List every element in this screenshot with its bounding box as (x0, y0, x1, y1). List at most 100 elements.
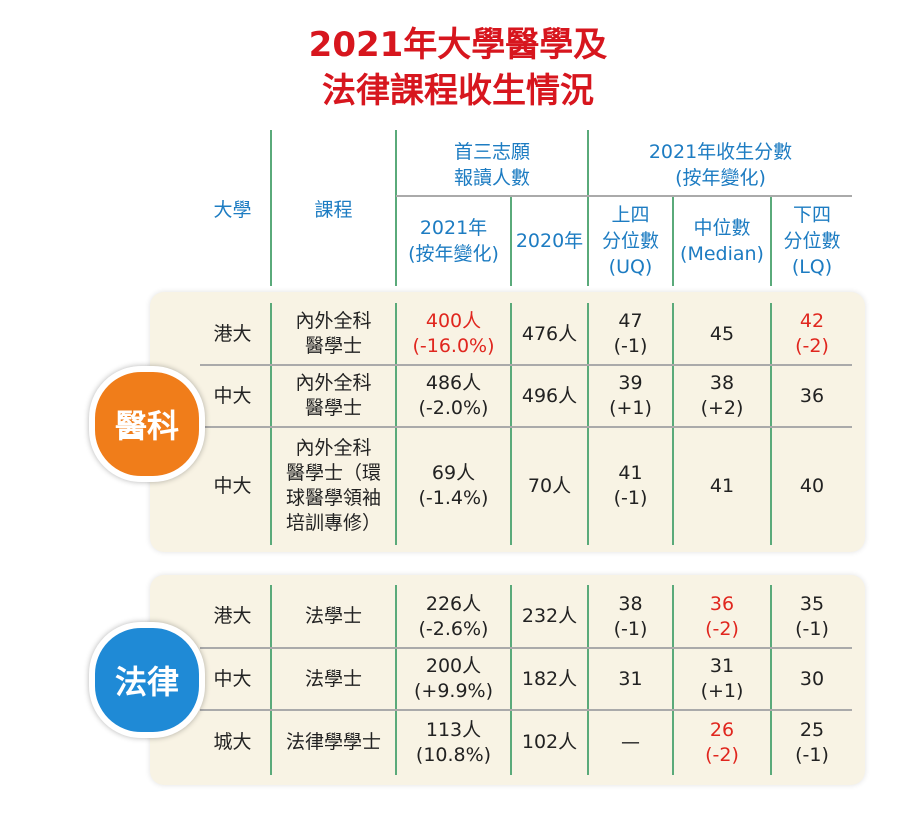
cell: 69人 (-1.4%) (397, 427, 510, 545)
cell-text: 內外全科 (295, 437, 372, 459)
cell-text: 476人 (521, 322, 578, 345)
cell: 38 (+2) (674, 365, 770, 427)
column-divider (672, 197, 674, 286)
cell: 中位數 (Median) (674, 197, 770, 285)
column-divider (587, 130, 589, 286)
column-divider (770, 303, 772, 545)
cell-text: 31 (709, 655, 735, 677)
cell-text: 上四 (611, 204, 650, 226)
cell-text: 2021年 (419, 217, 488, 239)
cell: 大學 (195, 180, 270, 240)
cell: 232人 (512, 585, 587, 648)
cell-text: (Median) (680, 243, 764, 265)
cell-text: 分位數 (601, 230, 659, 252)
cell-text: (-2) (705, 617, 739, 640)
cell-text: 182人 (521, 667, 578, 690)
cell-text: (-1.4%) (418, 487, 489, 509)
cell-text: — (621, 731, 640, 753)
column-divider (510, 585, 512, 775)
cell-text: 200人 (425, 655, 482, 677)
column-divider (510, 303, 512, 545)
cell: 36 (-2) (674, 585, 770, 648)
cell-text: 45 (709, 322, 735, 345)
cell-text: 中位數 (693, 217, 751, 239)
cell-text: 38 (709, 372, 735, 394)
cell-text: 232人 (521, 605, 578, 627)
cell-text: 醫學士 (304, 335, 362, 357)
cell-text: 培訓專修） (285, 512, 381, 534)
cell: 400人 (-16.0%) (397, 303, 510, 365)
cell-text: 41 (709, 474, 735, 497)
column-divider (510, 197, 512, 286)
cell-text: 70人 (527, 474, 572, 497)
cell-text: 醫學士（環 (285, 462, 381, 484)
cell-text: (UQ) (608, 256, 653, 278)
cell: 31 (589, 648, 672, 710)
cell-text: 中大 (213, 667, 252, 690)
cell: 26 (-2) (674, 710, 770, 775)
cell-text: 首三志願 (453, 141, 530, 163)
cell: 首三志願 報讀人數 (397, 135, 587, 195)
cell: 496人 (512, 365, 587, 427)
cell: 45 (674, 303, 770, 365)
cell-text: (-2.0%) (418, 397, 489, 419)
cell: 102人 (512, 710, 587, 775)
cell: 113人 (10.8%) (397, 710, 510, 775)
cell: 38 (-1) (589, 585, 672, 648)
column-divider (672, 303, 674, 545)
row-divider (200, 426, 852, 428)
cell: 下四分位數 (LQ) (772, 197, 852, 285)
cell: 中大 (195, 365, 270, 427)
cell: 476人 (512, 303, 587, 365)
cell-text: 醫學士 (304, 397, 362, 419)
cell-text: (LQ) (791, 256, 833, 278)
cell-text: 2021年收生分數 (648, 141, 793, 163)
cell: 中大 (195, 648, 270, 710)
cell: 47 (-1) (589, 303, 672, 365)
cell-text: 25 (799, 718, 825, 741)
cell-text: 486人 (425, 372, 482, 394)
cell: 486人 (-2.0%) (397, 365, 510, 427)
cell-text: (按年變化) (675, 167, 766, 189)
cell: 182人 (512, 648, 587, 710)
cell-text: (-2) (795, 335, 829, 357)
cell-text: (-1) (613, 335, 648, 357)
cell-text: 36 (709, 592, 735, 615)
cell: 36 (772, 365, 852, 427)
cell-text: 下四 (792, 204, 831, 226)
cell-text: 41 (618, 462, 643, 484)
cell-text: 分位數 (783, 230, 841, 252)
row-divider (200, 709, 852, 711)
column-divider (270, 130, 272, 286)
title-line: 2021年大學醫學及 (308, 25, 608, 65)
row-divider (200, 647, 852, 649)
column-divider (395, 130, 397, 286)
cell-text: (+9.9%) (413, 680, 493, 702)
column-divider (270, 303, 272, 545)
cell-text: 大學 (213, 199, 252, 221)
cell-text: (+2) (700, 397, 744, 419)
cell: 內外全科 醫學士 (272, 303, 395, 365)
section-panel (150, 575, 865, 785)
cell-text: 球醫學領袖 (285, 487, 381, 509)
cell-text: 35 (799, 592, 825, 615)
cell-text: 城大 (213, 731, 252, 753)
cell: 課程 (272, 180, 395, 240)
cell: 城大 (195, 710, 270, 775)
cell: 內外全科 醫學士 (272, 365, 395, 427)
column-divider (770, 585, 772, 775)
cell-text: 報讀人數 (453, 167, 530, 189)
cell-text: (按年變化) (408, 243, 499, 265)
column-divider (770, 197, 772, 286)
cell-text: 中大 (213, 384, 252, 407)
section-badge: 醫科 (89, 366, 205, 482)
cell-text: 26 (709, 718, 735, 741)
cell-text: (+1) (609, 397, 652, 419)
cell: 法律學學士 (272, 710, 395, 775)
cell-text: (-1) (795, 617, 829, 640)
cell-text: 42 (799, 310, 825, 332)
cell-text: (-16.0%) (412, 335, 495, 357)
cell: 法學士 (272, 585, 395, 648)
cell-text: 113人 (425, 718, 482, 741)
cell-text: 226人 (425, 592, 482, 615)
